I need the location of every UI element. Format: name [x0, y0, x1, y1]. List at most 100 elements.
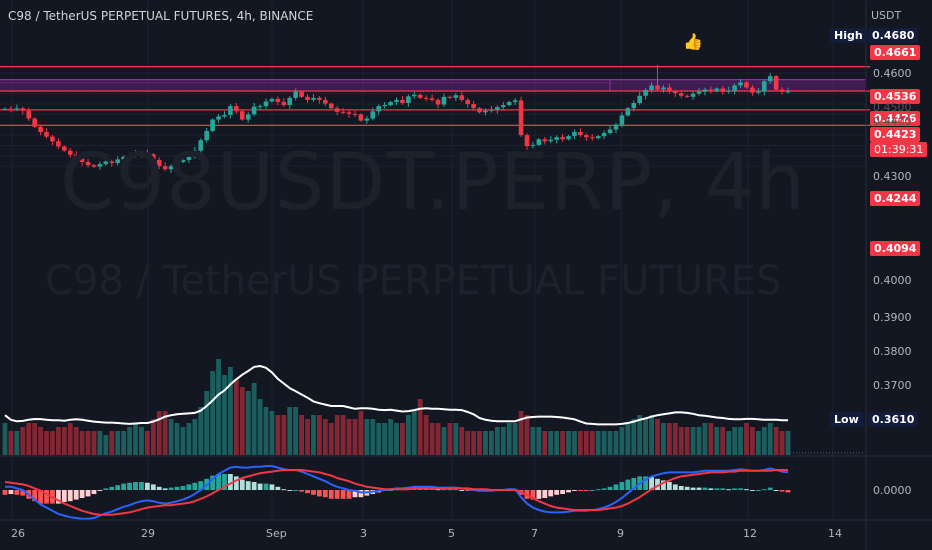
candle-body [228, 106, 233, 115]
macd-histogram-bar [690, 487, 696, 490]
volume-bar [44, 431, 49, 455]
candle-body [601, 133, 607, 137]
volume-bar [429, 423, 435, 455]
macd-histogram-bar [103, 488, 109, 490]
volume-bar [174, 423, 180, 455]
volume-bar [109, 431, 115, 455]
volume-bar [20, 427, 26, 455]
macd-histogram-bar [542, 490, 548, 498]
candle-body [732, 85, 737, 91]
candle-body [761, 81, 767, 92]
macd-histogram-bar [133, 482, 138, 490]
candle-body [406, 96, 411, 104]
thumbs-up-icon[interactable]: 👍 [683, 32, 703, 51]
macd-histogram-bar [139, 482, 144, 490]
macd-histogram-bar [566, 490, 571, 493]
x-tick: 12 [743, 527, 757, 540]
candle-body [174, 162, 180, 167]
macd-histogram-bar [726, 489, 732, 491]
macd-histogram-bar [115, 485, 121, 490]
macd-histogram-bar [14, 490, 20, 495]
macd-histogram-bar [79, 490, 85, 498]
macd-histogram-bar [127, 482, 132, 490]
candle-body [245, 114, 251, 120]
candle-body [429, 98, 435, 100]
macd-histogram-bar [352, 490, 358, 498]
symbol-watermark: C98USDT.PERP, 4h [60, 138, 806, 228]
volume-bar [376, 423, 382, 455]
candle-body [8, 108, 14, 110]
candle-body [465, 99, 470, 105]
candle-body [168, 166, 174, 170]
macd-histogram-bar [750, 490, 755, 491]
volume-bar [483, 431, 488, 455]
volume-bar [447, 423, 453, 455]
x-tick: 26 [11, 527, 25, 540]
macd-histogram-bar [67, 490, 73, 502]
candle-body [287, 97, 293, 106]
candle-body [619, 115, 625, 125]
volume-bar [696, 427, 702, 455]
candle-body [500, 105, 506, 108]
volume-bar [631, 419, 637, 455]
macd-histogram-bar [435, 489, 441, 491]
candle-body [649, 85, 654, 91]
volume-bar [589, 431, 595, 455]
macd-histogram-bar [174, 486, 180, 490]
volume-bar [67, 423, 73, 455]
volume-bar [690, 427, 696, 455]
volume-bar [459, 427, 465, 455]
macd-histogram-bar [311, 490, 316, 495]
volume-bar [779, 431, 785, 455]
volume-bar [512, 423, 518, 455]
candle-body [156, 159, 162, 167]
volume-bar [672, 423, 678, 455]
volume-bar [168, 419, 174, 455]
candle-body [14, 108, 20, 110]
candle-body [554, 137, 559, 140]
volume-bar [210, 371, 216, 455]
volume-bar [637, 415, 643, 455]
candle-body [251, 106, 257, 115]
volume-bar [382, 423, 388, 455]
volume-bar [583, 431, 589, 455]
x-tick: Sep [266, 527, 287, 540]
x-tick: 29 [141, 527, 155, 540]
candle-body [394, 99, 399, 102]
volume-bar [453, 423, 459, 455]
candle-body [530, 144, 536, 146]
macd-histogram-bar [655, 478, 660, 490]
macd-histogram-bar [222, 474, 227, 490]
volume-bar [572, 431, 577, 455]
y-tick: 0.4600 [873, 67, 912, 80]
symbol-title[interactable]: C98 / TetherUS PERPETUAL FUTURES, 4h, BI… [8, 9, 314, 23]
macd-histogram-bar [761, 489, 767, 491]
candle-body [109, 161, 115, 164]
volume-bar [38, 427, 43, 455]
x-tick: 14 [828, 527, 842, 540]
level-tag: 0.4244 [870, 191, 921, 206]
volume-ma-line [4, 364, 788, 426]
volume-bar [216, 359, 221, 455]
macd-histogram-bar [257, 483, 263, 490]
x-tick: 3 [360, 527, 367, 540]
macd-histogram-bar [85, 490, 91, 497]
x-tick: 7 [531, 527, 538, 540]
volume-bar [441, 427, 447, 455]
candle-body [38, 126, 43, 132]
candle-body [334, 108, 340, 112]
macd-histogram-bar [8, 490, 14, 494]
volume-bar [702, 423, 708, 455]
volume-bar [767, 423, 773, 455]
volume-bar [239, 387, 245, 455]
volume-bar [465, 431, 471, 455]
macd-histogram-bar [595, 489, 601, 491]
macd-histogram-bar [714, 488, 720, 490]
candle-body [257, 106, 263, 108]
macd-histogram-bar [607, 486, 613, 490]
candle-body [382, 105, 387, 107]
volume-bar [530, 427, 536, 455]
volume-bar [228, 367, 233, 455]
macd-histogram-bar [144, 482, 150, 490]
